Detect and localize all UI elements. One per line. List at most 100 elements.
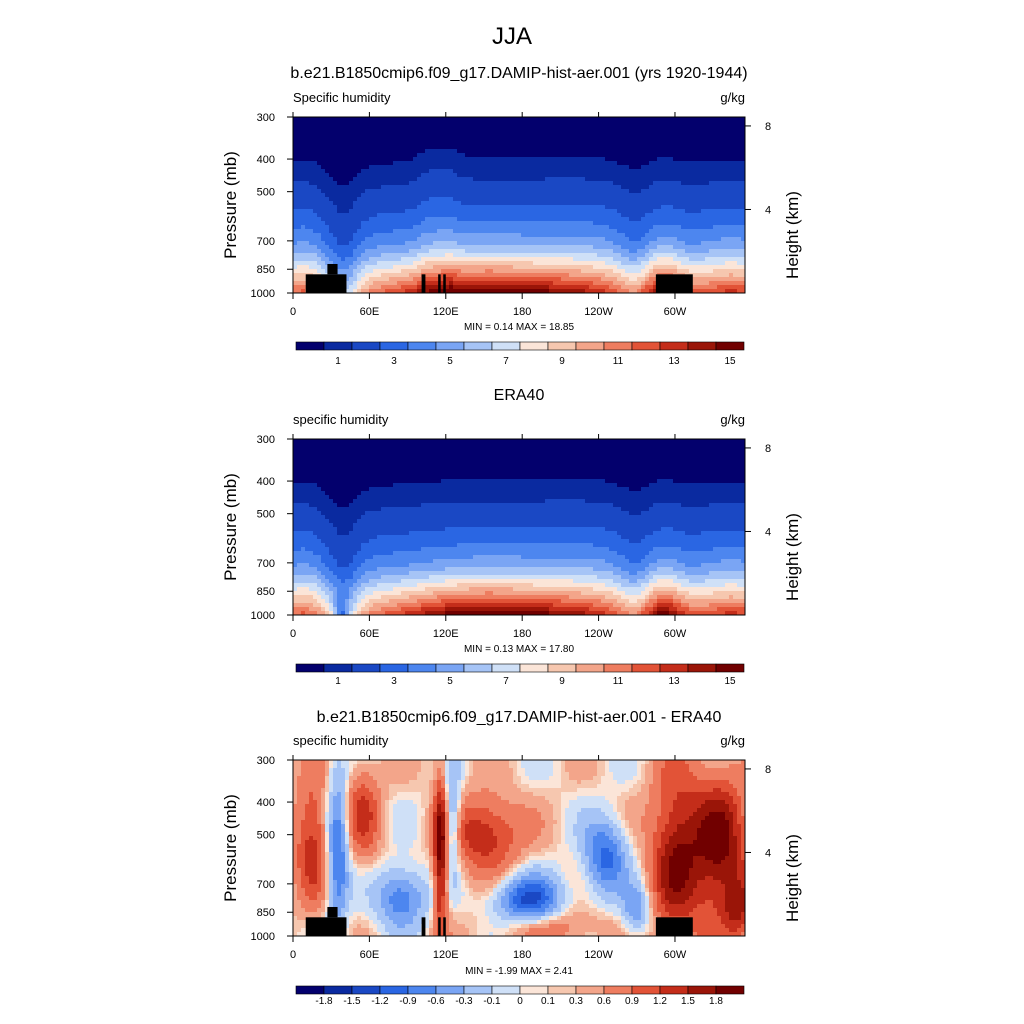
contour-cell	[377, 824, 382, 829]
contour-cell	[601, 277, 618, 282]
contour-cell	[341, 800, 346, 805]
contour-cell	[353, 575, 362, 580]
contour-cell	[621, 507, 650, 512]
contour-cell	[413, 277, 426, 282]
contour-cell	[293, 133, 745, 138]
contour-cell	[645, 912, 650, 917]
contour-cell	[721, 237, 742, 242]
contour-cell	[365, 249, 410, 254]
contour-cell	[525, 932, 566, 936]
contour-cell	[433, 872, 438, 877]
contour-cell	[353, 860, 358, 865]
contour-cell	[457, 796, 462, 801]
contour-cell	[445, 784, 450, 789]
colorbar-box	[435, 663, 465, 673]
contour-cell	[621, 828, 626, 833]
contour-cell	[353, 261, 362, 266]
contour-cell	[657, 607, 670, 612]
contour-cell	[381, 285, 402, 290]
contour-cell	[421, 816, 426, 821]
contour-cell	[641, 285, 646, 290]
contour-cell	[573, 852, 582, 857]
contour-cell	[601, 599, 618, 604]
contour-cell	[417, 772, 434, 777]
contour-cell	[293, 571, 322, 576]
x-tick-label: 60E	[360, 306, 380, 318]
contour-cell	[605, 764, 610, 769]
contour-cell	[293, 277, 318, 282]
colorbar-box	[547, 341, 577, 351]
contour-cell	[569, 928, 622, 933]
contour-cell	[705, 764, 730, 769]
contour-cell	[333, 201, 354, 206]
contour-cell	[357, 229, 394, 234]
contour-cell	[625, 908, 642, 913]
contour-cell	[293, 225, 302, 230]
contour-cell	[637, 780, 646, 785]
contour-cell	[661, 776, 698, 781]
contour-cell	[341, 828, 346, 833]
contour-cell	[661, 792, 678, 797]
contour-cell	[449, 285, 454, 290]
contour-cell	[321, 840, 326, 845]
contour-cell	[585, 611, 606, 615]
contour-cell	[389, 856, 414, 861]
contour-cell	[673, 800, 706, 805]
contour-cell	[457, 840, 462, 845]
contour-cell	[313, 229, 330, 234]
y2-tick-label: 8	[765, 443, 771, 455]
contour-cell	[445, 527, 606, 532]
contour-cell	[421, 547, 610, 552]
contour-cell	[669, 816, 690, 821]
contour-cell	[565, 840, 578, 845]
contour-cell	[361, 269, 374, 274]
contour-cell	[689, 868, 738, 873]
contour-cell	[409, 595, 438, 600]
contour-cell	[553, 900, 558, 905]
colorbar-box	[379, 985, 409, 995]
contour-cell	[425, 912, 430, 917]
contour-cell	[449, 784, 458, 789]
colorbar-box	[323, 341, 353, 351]
contour-cell	[325, 788, 330, 793]
contour-cell	[385, 924, 398, 929]
contour-cell	[697, 776, 745, 781]
contour-cell	[741, 812, 745, 817]
contour-cell	[349, 285, 358, 290]
contour-cell	[541, 920, 550, 925]
contour-cell	[357, 804, 370, 809]
contour-cell	[389, 828, 394, 833]
contour-cell	[469, 888, 474, 893]
contour-cell	[657, 860, 662, 865]
contour-cell	[469, 880, 498, 885]
contour-cell	[645, 768, 654, 773]
contour-cell	[433, 836, 438, 841]
contour-cell	[337, 908, 342, 913]
contour-cell	[409, 531, 618, 536]
contour-cell	[673, 567, 745, 572]
contour-cell	[425, 812, 430, 817]
contour-cell	[317, 840, 322, 845]
contour-cell	[293, 439, 745, 444]
contour-cell	[341, 611, 346, 615]
contour-cell	[589, 912, 606, 917]
contour-cell	[385, 884, 414, 889]
contour-cell	[329, 567, 358, 572]
contour-cell	[353, 804, 358, 809]
contour-cell	[345, 776, 350, 781]
contour-cell	[709, 281, 745, 286]
contour-cell	[653, 772, 662, 777]
x-tick-label: 180	[513, 306, 531, 318]
contour-cell	[741, 840, 745, 845]
contour-cell	[717, 285, 745, 290]
contour-cell	[325, 856, 330, 861]
contour-cell	[429, 852, 434, 857]
y-tick-label: 400	[257, 154, 275, 166]
y-tick-label: 300	[257, 112, 275, 124]
contour-cell	[657, 864, 662, 869]
contour-cell	[425, 808, 430, 813]
contour-cell	[621, 253, 646, 258]
colorbar-label: 1.8	[709, 996, 723, 1007]
contour-cell	[437, 229, 454, 234]
contour-cell	[617, 161, 650, 166]
